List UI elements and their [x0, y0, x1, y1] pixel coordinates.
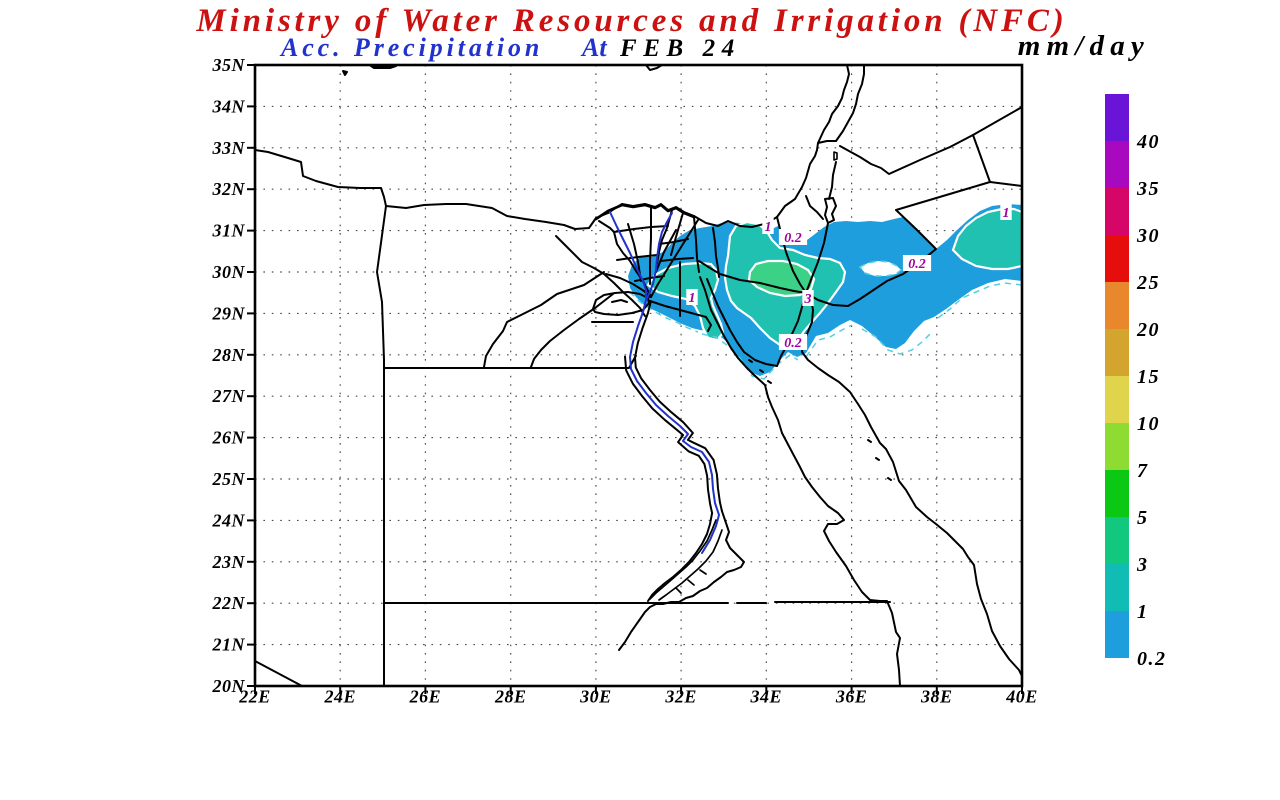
svg-text:29N: 29N — [212, 303, 246, 323]
svg-text:40E: 40E — [1005, 687, 1038, 707]
svg-text:0.2: 0.2 — [784, 336, 802, 351]
svg-text:0.2: 0.2 — [908, 257, 926, 272]
svg-text:1: 1 — [1137, 601, 1149, 623]
svg-text:24N: 24N — [212, 510, 246, 530]
svg-text:33N: 33N — [212, 138, 246, 158]
svg-text:27N: 27N — [212, 386, 246, 406]
svg-text:15: 15 — [1137, 366, 1160, 388]
svg-text:7: 7 — [1137, 460, 1149, 482]
svg-text:28E: 28E — [494, 687, 527, 707]
svg-text:28N: 28N — [212, 345, 246, 365]
svg-text:40: 40 — [1136, 131, 1160, 153]
svg-text:3: 3 — [1136, 554, 1149, 576]
svg-text:35: 35 — [1136, 178, 1160, 200]
svg-text:34E: 34E — [750, 687, 783, 707]
svg-text:30E: 30E — [579, 687, 612, 707]
svg-text:1: 1 — [689, 291, 696, 306]
svg-text:10: 10 — [1137, 413, 1160, 435]
svg-text:Ministry of Water Resources an: Ministry of Water Resources and Irrigati… — [195, 3, 1067, 39]
svg-text:0.2: 0.2 — [1137, 648, 1167, 670]
svg-text:Acc. Precipitation: Acc. Precipitation — [279, 33, 543, 62]
svg-text:20N: 20N — [212, 676, 246, 696]
svg-text:34N: 34N — [212, 96, 246, 116]
svg-text:35N: 35N — [212, 55, 246, 75]
svg-text:32N: 32N — [212, 179, 246, 199]
svg-text:At: At — [580, 33, 607, 62]
svg-text:22N: 22N — [212, 593, 246, 613]
svg-text:25: 25 — [1136, 272, 1160, 294]
svg-text:20: 20 — [1136, 319, 1160, 341]
svg-text:31N: 31N — [212, 221, 246, 241]
svg-text:26E: 26E — [409, 687, 442, 707]
svg-text:FEB 24: FEB 24 — [619, 35, 741, 62]
svg-text:30N: 30N — [212, 262, 246, 282]
svg-text:38E: 38E — [920, 687, 953, 707]
svg-text:25N: 25N — [212, 469, 246, 489]
svg-text:3: 3 — [804, 292, 812, 307]
svg-text:1: 1 — [765, 220, 772, 235]
svg-text:22E: 22E — [238, 687, 271, 707]
svg-text:23N: 23N — [212, 552, 246, 572]
svg-text:30: 30 — [1136, 225, 1160, 247]
svg-text:mm/day: mm/day — [1018, 30, 1150, 62]
svg-text:32E: 32E — [664, 687, 697, 707]
svg-text:0.2: 0.2 — [784, 231, 802, 246]
svg-text:36E: 36E — [835, 687, 868, 707]
svg-text:1: 1 — [1003, 206, 1010, 221]
svg-text:5: 5 — [1137, 507, 1149, 529]
svg-text:26N: 26N — [212, 428, 246, 448]
svg-text:24E: 24E — [323, 687, 356, 707]
svg-text:21N: 21N — [212, 635, 246, 655]
